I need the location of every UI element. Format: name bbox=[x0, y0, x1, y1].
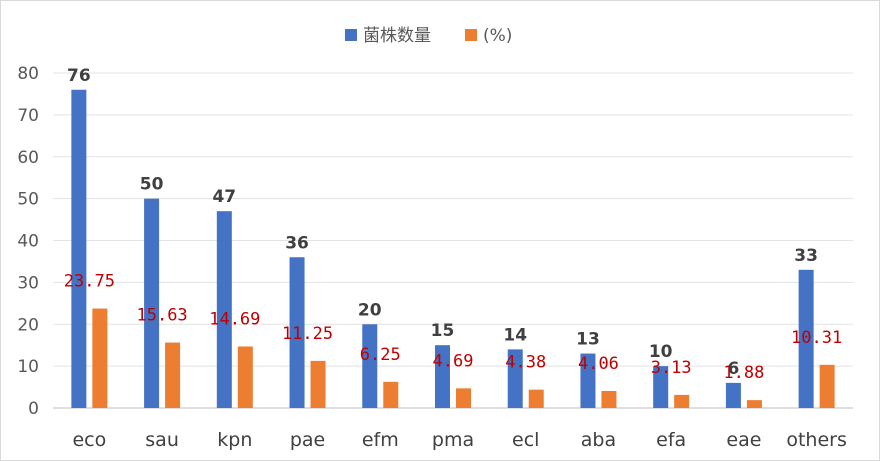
y-tick-label: 20 bbox=[17, 315, 39, 335]
y-tick-label: 40 bbox=[17, 232, 39, 252]
x-tick-label: others bbox=[786, 429, 847, 451]
x-axis-labels: eco sau kpn pae efm pma ecl aba efa eae others bbox=[72, 429, 846, 451]
legend: 菌株数量 (%) bbox=[345, 26, 512, 46]
x-tick-label: eae bbox=[726, 429, 761, 451]
x-tick-label: pae bbox=[290, 429, 325, 451]
x-tick-label: eco bbox=[72, 429, 106, 451]
y-tick-label: 30 bbox=[17, 273, 39, 293]
bar-efa-percent bbox=[674, 394, 690, 408]
bar-sau-count bbox=[144, 198, 160, 408]
y-tick-label: 80 bbox=[17, 64, 39, 84]
y-tick-label: 70 bbox=[17, 106, 39, 126]
data-label-percent: 15.63 bbox=[136, 306, 187, 326]
y-tick-label: 0 bbox=[28, 399, 39, 419]
x-tick-label: pma bbox=[432, 429, 474, 451]
x-tick-label: kpn bbox=[217, 429, 252, 451]
bars bbox=[71, 89, 835, 408]
bar-efm-percent bbox=[383, 381, 399, 408]
bar-aba-percent bbox=[601, 390, 617, 408]
data-label-count: 76 bbox=[67, 66, 91, 86]
bar-sau-percent bbox=[165, 342, 181, 408]
y-tick-label: 10 bbox=[17, 357, 39, 377]
x-tick-label: sau bbox=[145, 429, 179, 451]
bar-ecl-percent bbox=[528, 389, 544, 408]
legend-label-percent: (%) bbox=[483, 26, 512, 46]
bar-pae-count bbox=[289, 257, 305, 408]
y-tick-label: 50 bbox=[17, 190, 39, 210]
bar-eae-percent bbox=[746, 400, 762, 408]
data-label-count: 15 bbox=[431, 321, 455, 341]
data-label-count: 14 bbox=[503, 325, 527, 345]
data-label-percent: 23.75 bbox=[64, 272, 115, 292]
data-label-percent: 14.69 bbox=[209, 309, 260, 329]
bar-eco-percent bbox=[92, 308, 108, 408]
x-tick-label: ecl bbox=[512, 429, 539, 451]
y-tick-label: 60 bbox=[17, 148, 39, 168]
x-tick-label: efm bbox=[362, 429, 399, 451]
legend-label-count: 菌株数量 bbox=[363, 26, 431, 46]
gridlines bbox=[53, 72, 853, 409]
bar-kpn-percent bbox=[237, 346, 253, 408]
data-label-percent: 4.06 bbox=[578, 354, 619, 374]
data-label-count: 6 bbox=[727, 359, 739, 379]
data-label-percent: 4.69 bbox=[433, 351, 474, 371]
x-tick-label: aba bbox=[581, 429, 616, 451]
bar-others-percent bbox=[819, 364, 835, 408]
data-label-count: 10 bbox=[649, 342, 673, 362]
data-label-count: 36 bbox=[285, 233, 309, 253]
data-label-percent: 10.31 bbox=[791, 328, 842, 348]
data-label-percent: 11.25 bbox=[282, 324, 333, 344]
bar-aba-count bbox=[580, 353, 596, 408]
data-label-count: 20 bbox=[358, 300, 382, 320]
legend-swatch-count bbox=[345, 29, 357, 41]
data-label-count: 50 bbox=[140, 175, 164, 195]
data-label-percent: 1.88 bbox=[723, 363, 764, 383]
data-label-count: 47 bbox=[212, 187, 236, 207]
bar-pma-count bbox=[435, 345, 450, 408]
bar-kpn-count bbox=[216, 211, 232, 408]
bar-eae-count bbox=[725, 382, 741, 408]
bar-efm-count bbox=[362, 324, 378, 408]
bar-eco-count bbox=[71, 89, 87, 408]
y-axis-ticks: 0 10 20 30 40 50 60 70 80 bbox=[17, 64, 39, 419]
data-label-percent: 6.25 bbox=[360, 345, 401, 365]
bar-others-count bbox=[798, 269, 814, 408]
bar-pma-percent bbox=[456, 388, 471, 408]
data-labels: 76 23.75 50 15.63 47 14.69 36 11.25 20 6.25 15 4.69… bbox=[64, 66, 842, 383]
bar-ecl-count bbox=[507, 349, 523, 408]
data-label-percent: 4.38 bbox=[505, 353, 546, 373]
data-label-count: 33 bbox=[794, 246, 818, 266]
legend-swatch-percent bbox=[465, 29, 477, 41]
x-tick-label: efa bbox=[656, 429, 686, 451]
bar-pae-percent bbox=[310, 360, 326, 408]
bar-efa-count bbox=[653, 366, 669, 408]
data-label-percent: 3.13 bbox=[651, 358, 692, 378]
data-label-count: 13 bbox=[576, 330, 600, 350]
